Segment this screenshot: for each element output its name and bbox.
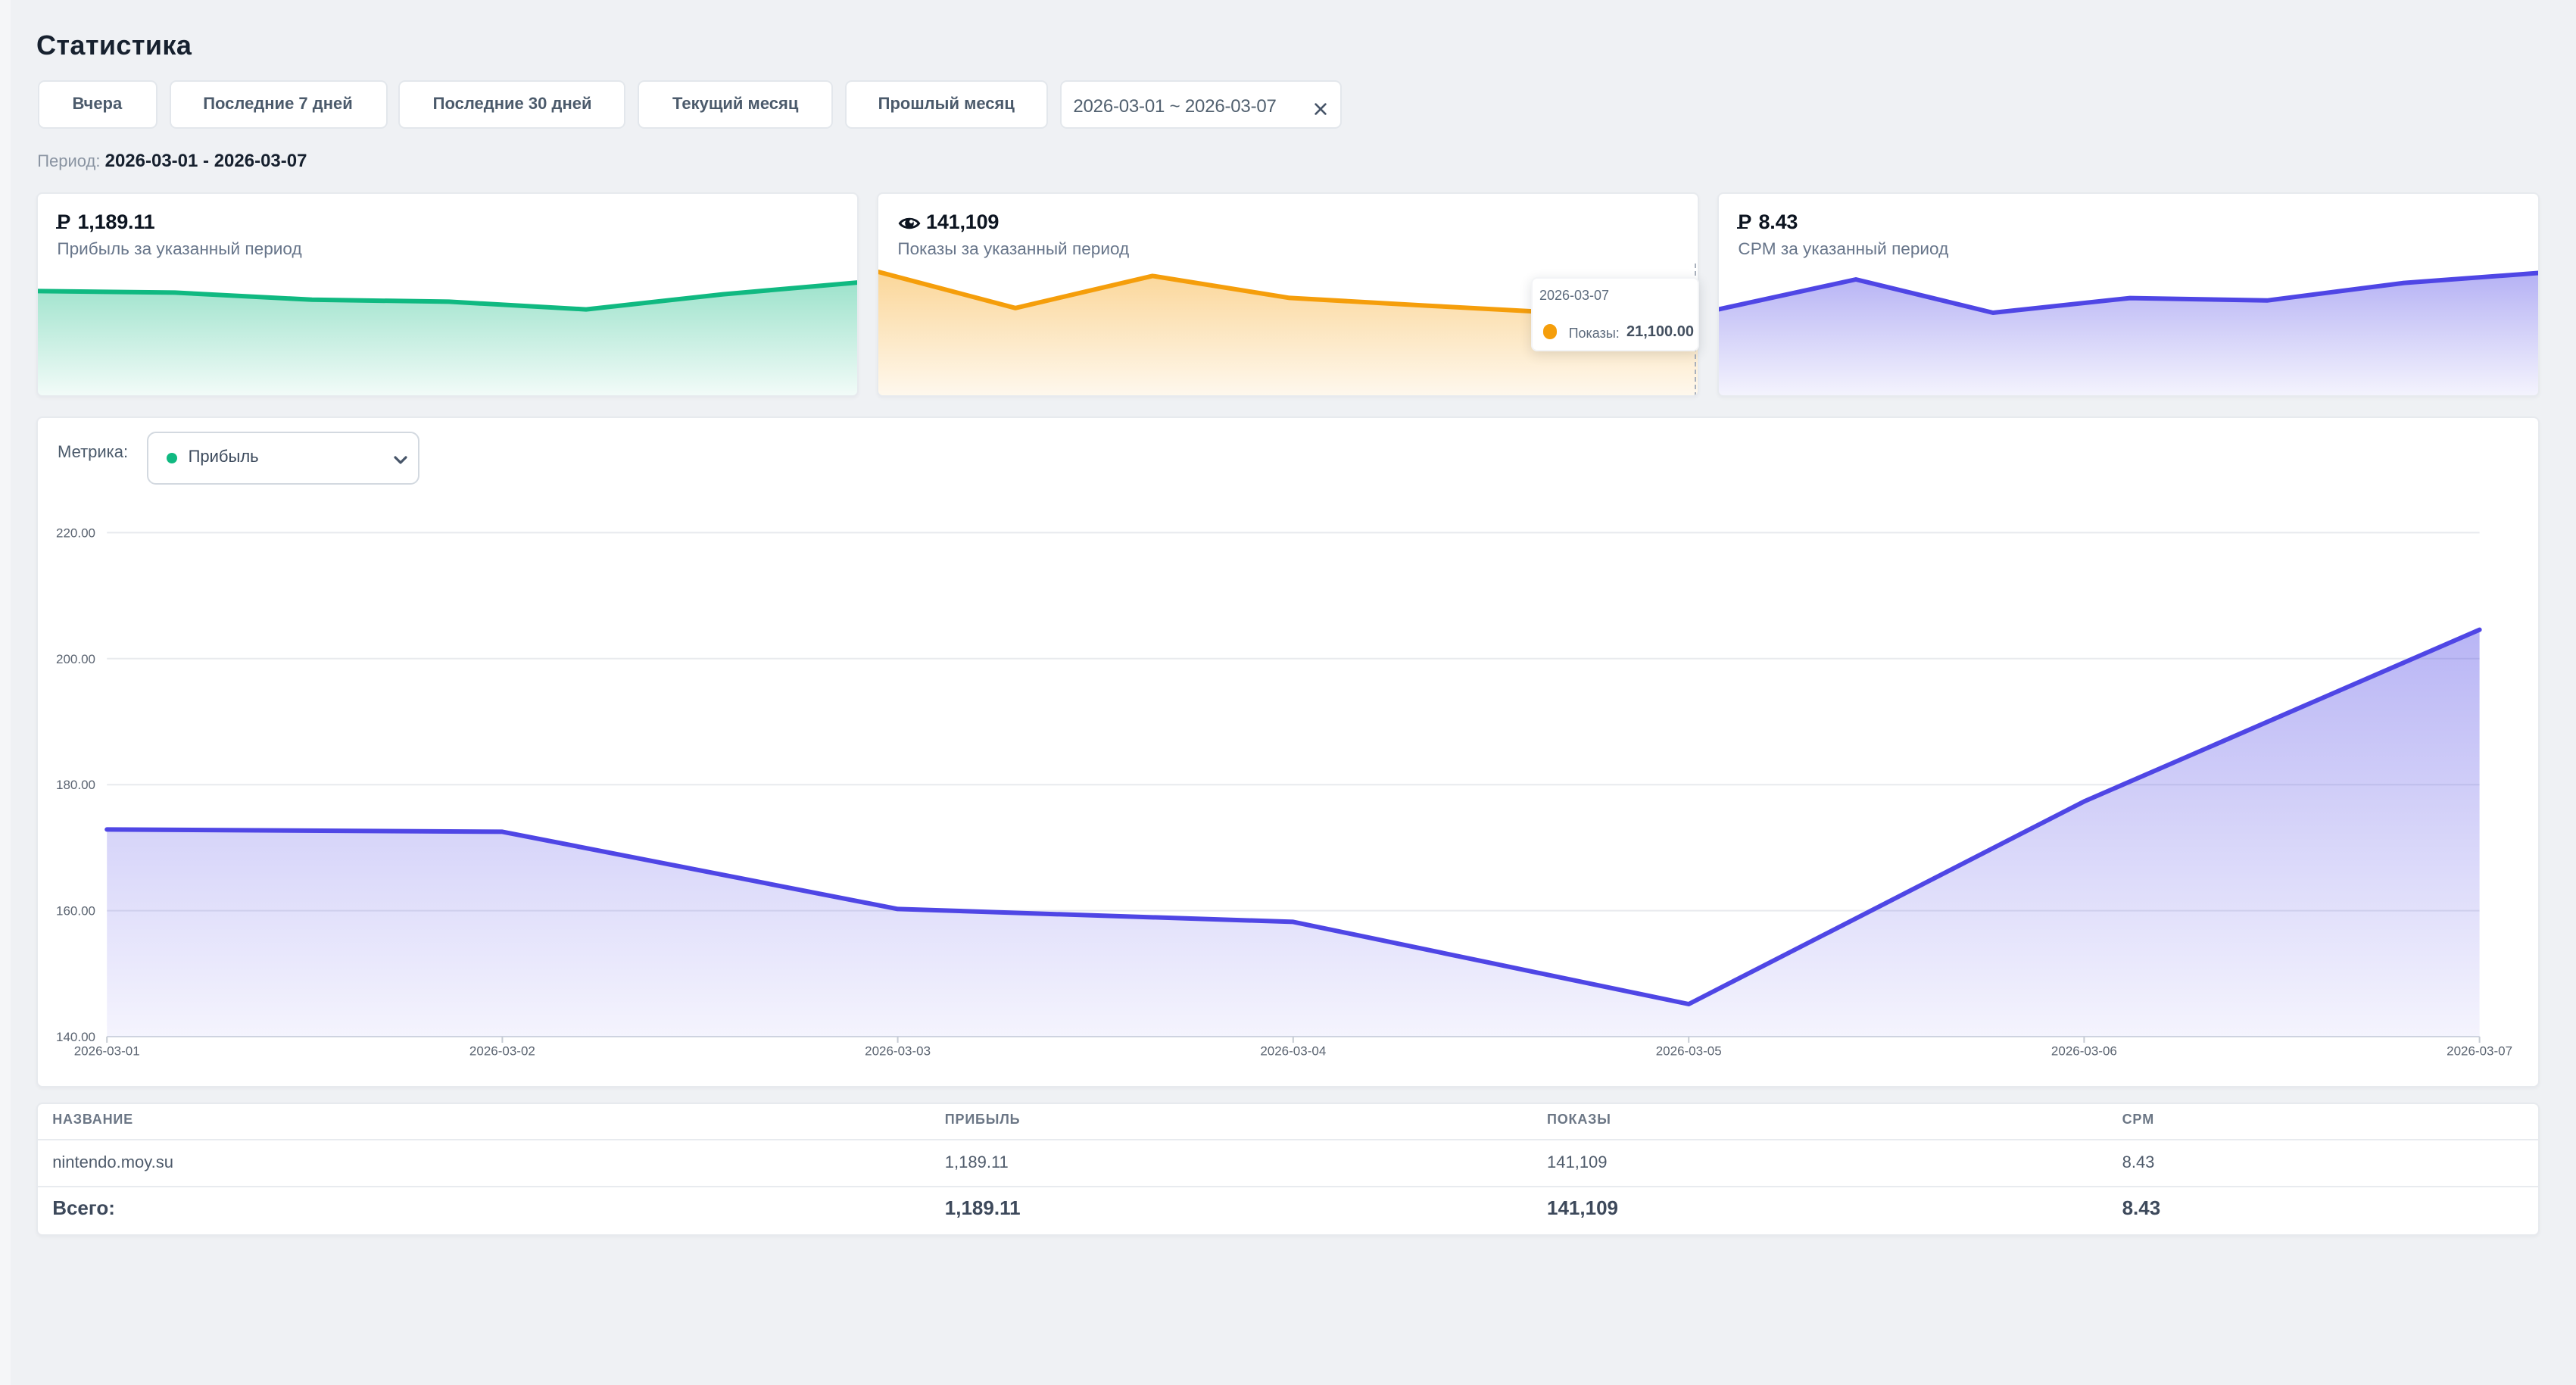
- svg-text:200.00: 200.00: [56, 651, 95, 666]
- svg-text:2026-03-05: 2026-03-05: [1656, 1043, 1722, 1058]
- svg-text:2026-03-02: 2026-03-02: [469, 1043, 535, 1058]
- svg-text:140.00: 140.00: [56, 1030, 95, 1044]
- svg-text:2026-03-03: 2026-03-03: [865, 1043, 931, 1058]
- svg-text:2026-03-06: 2026-03-06: [2051, 1043, 2117, 1058]
- svg-text:220.00: 220.00: [56, 526, 95, 540]
- svg-text:160.00: 160.00: [56, 903, 95, 918]
- svg-text:2026-03-01: 2026-03-01: [74, 1043, 140, 1058]
- svg-text:180.00: 180.00: [56, 778, 95, 792]
- svg-text:2026-03-04: 2026-03-04: [1260, 1043, 1326, 1058]
- svg-text:2026-03-07: 2026-03-07: [2447, 1043, 2512, 1058]
